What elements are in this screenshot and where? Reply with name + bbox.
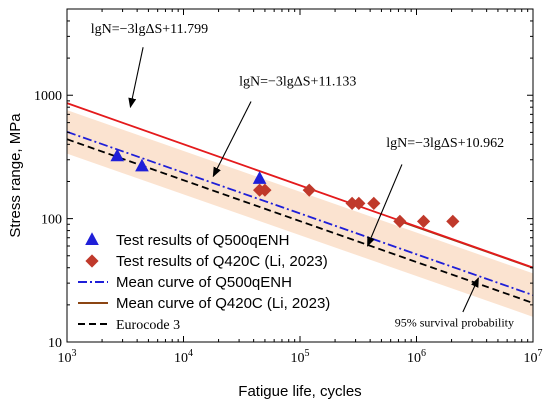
regression-equation-label: lgN=−3lgΔS+10.962 [386, 136, 504, 151]
x-axis-label: Fatigue life, cycles [238, 383, 361, 400]
series-points [110, 148, 460, 228]
x-tick-label: 106 [407, 348, 426, 366]
legend: Test results of Q500qENH Test results of … [78, 232, 330, 333]
axis-ticks: 10 100 1000 103 104 105 106 107 [34, 9, 543, 366]
legend-entry-label: Test results of Q500qENH [116, 232, 289, 249]
annotation-arrow [462, 277, 479, 313]
survival-probability-label: 95% survival probability [395, 316, 514, 330]
y-tick-label: 1000 [34, 89, 62, 104]
diamond-data-point [352, 196, 366, 210]
x-tick-label: 104 [174, 348, 193, 366]
diamond-data-point [367, 196, 381, 210]
annotation-arrow [212, 101, 252, 178]
annotations: lgN=−3lgΔS+11.799 lgN=−3lgΔS+11.133 lgN=−3… [91, 22, 514, 330]
regression-equation-label: lgN=−3lgΔS+11.799 [91, 22, 208, 37]
legend-triangle-symbol [85, 232, 99, 245]
legend-diamond-symbol [85, 254, 99, 268]
y-tick-label: 100 [41, 213, 62, 228]
regression-equation-label: lgN=−3lgΔS+11.133 [239, 74, 356, 89]
series-lines [67, 102, 533, 304]
x-tick-label: 103 [58, 348, 77, 366]
diamond-data-point [416, 214, 431, 228]
line-upper-design-curve [67, 102, 533, 269]
legend-entry-label: Mean curve of Q420C (Li, 2023) [116, 295, 330, 312]
legend-entry-label: Mean curve of Q500qENH [116, 274, 292, 291]
triangle-data-point [110, 148, 125, 162]
legend-entry-label: Eurocode 3 [116, 318, 180, 333]
x-tick-label: 107 [524, 348, 543, 366]
y-tick-label: 10 [48, 336, 62, 351]
diamond-data-point [302, 183, 316, 197]
triangle-data-point [252, 171, 267, 184]
diamond-data-point [345, 196, 359, 210]
diamond-data-point [393, 214, 407, 228]
line-mean-curve-of-q500qenh [67, 130, 533, 296]
annotation-arrow [128, 47, 144, 109]
legend-entry-label: Test results of Q420C (Li, 2023) [116, 253, 328, 270]
x-tick-label: 105 [291, 348, 310, 366]
annotation-arrow [367, 164, 403, 247]
diamond-data-point [446, 214, 460, 228]
diamond-data-point [258, 183, 272, 197]
triangle-data-point [135, 158, 149, 172]
y-axis-label: Stress range, MPa [7, 113, 24, 238]
